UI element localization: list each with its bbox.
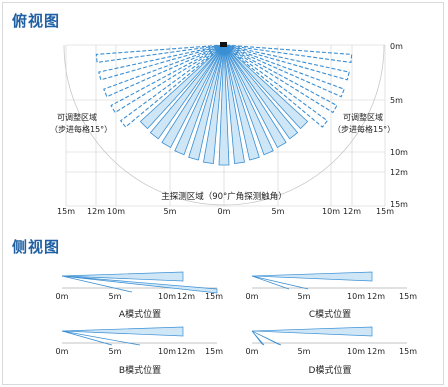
main-beam <box>174 44 225 156</box>
bottom-label: 10m <box>322 207 340 216</box>
main-beam <box>223 44 260 161</box>
side-beam <box>251 330 282 346</box>
side-axis-label: 12m <box>367 292 385 301</box>
top-view-title: 俯视图 <box>12 12 61 30</box>
side-beam <box>223 44 329 128</box>
side-beam <box>223 44 353 64</box>
side-axis-label: 10m <box>347 347 365 356</box>
side-axis-label: 0m <box>245 347 259 356</box>
main-beam <box>161 44 225 149</box>
side-axis-label: 15m <box>399 347 417 356</box>
main-beam <box>218 44 230 166</box>
side-axis-label: 5m <box>297 347 311 356</box>
dist-label-10m: 10m <box>390 148 408 157</box>
frame <box>2 2 444 385</box>
dist-label-15m: 15m <box>390 200 408 209</box>
mode-a-caption: A模式位置 <box>118 310 162 320</box>
bottom-label: 15m <box>57 207 75 216</box>
side-axis-label: 10m <box>347 292 365 301</box>
side-beam <box>251 275 290 290</box>
side-beam <box>110 44 225 114</box>
side-axis-label: 12m <box>177 347 195 356</box>
main-zone-label: 主探测区域（90°广角探测触角） <box>161 192 287 202</box>
side-beam <box>223 44 338 114</box>
bottom-label: 15m <box>376 207 394 216</box>
main-beam <box>223 44 299 140</box>
main-beam <box>149 44 225 140</box>
side-axis-label: 12m <box>177 292 195 301</box>
side-beam <box>223 44 345 98</box>
side-axis-label: 0m <box>245 292 259 301</box>
right-zone-step: （步进每格15°） <box>333 125 396 134</box>
side-axis-label: 0m <box>55 347 69 356</box>
range-arc <box>63 44 385 206</box>
side-beam <box>61 326 184 337</box>
bottom-label: 0m <box>217 207 231 216</box>
side-axis-label: 12m <box>367 347 385 356</box>
side-beam <box>95 44 225 64</box>
left-zone-step: （步进每格15°） <box>50 125 113 134</box>
side-axis-label: 10m <box>158 292 176 301</box>
side-axis-label: 15m <box>399 292 417 301</box>
side-beam <box>61 330 141 346</box>
dist-label-12m: 12m <box>390 168 408 177</box>
side-beam <box>103 44 225 98</box>
side-beam <box>61 330 113 346</box>
side-axis-label: 5m <box>108 347 122 356</box>
side-axis-label: 15m <box>205 347 223 356</box>
left-zone-label: 可调整区域 <box>57 113 97 122</box>
dist-label-0m: 0m <box>390 42 403 51</box>
bottom-label: 5m <box>271 207 285 216</box>
main-beam <box>223 44 309 130</box>
mode-c-caption: C模式位置 <box>308 310 352 320</box>
side-beam <box>61 275 218 294</box>
bottom-label: 10m <box>107 207 125 216</box>
side-beam <box>61 275 133 293</box>
mode-b-caption: B模式位置 <box>118 366 162 376</box>
side-beam <box>251 326 373 337</box>
main-beam <box>223 44 287 149</box>
side-view-panels <box>61 271 407 346</box>
side-beam <box>98 44 225 81</box>
side-beam <box>251 275 309 290</box>
main-beam <box>139 44 225 130</box>
mode-d-caption: D模式位置 <box>308 366 352 376</box>
bottom-label: 12m <box>87 207 105 216</box>
side-axis-label: 5m <box>108 292 122 301</box>
right-zone-label: 可调整区域 <box>343 113 383 122</box>
main-beam <box>203 44 225 164</box>
side-beam <box>251 330 265 346</box>
side-axis-label: 10m <box>158 347 176 356</box>
sensor-icon <box>220 42 227 47</box>
main-beam <box>188 44 225 161</box>
dist-label-5m: 5m <box>390 96 403 105</box>
side-beam <box>119 44 225 128</box>
bottom-label: 12m <box>343 207 361 216</box>
side-beam <box>223 44 350 81</box>
side-beam <box>251 271 373 282</box>
side-axis-label: 15m <box>205 292 223 301</box>
top-view-beams <box>95 44 353 166</box>
main-beam <box>223 44 245 164</box>
side-axis-label: 0m <box>55 292 69 301</box>
bottom-label: 5m <box>163 207 177 216</box>
side-axis-label: 5m <box>297 292 311 301</box>
main-beam <box>223 44 274 156</box>
side-beam <box>61 271 184 282</box>
side-view-title: 侧视图 <box>12 238 61 256</box>
